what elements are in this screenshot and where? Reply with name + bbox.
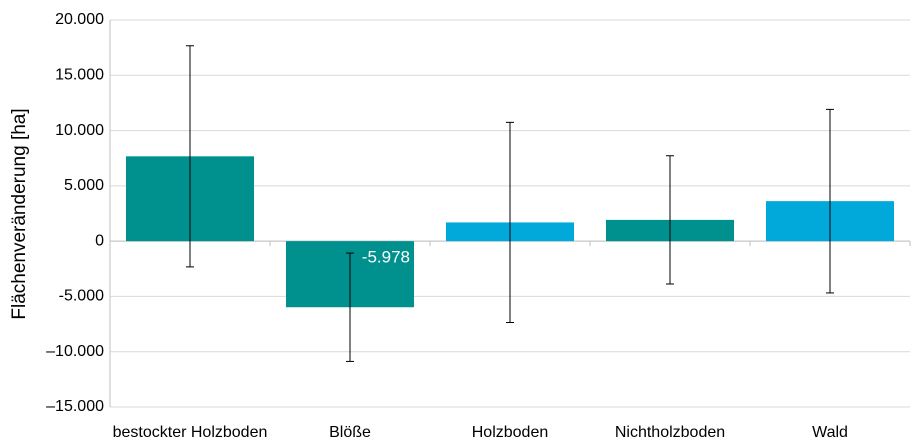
y-tick-label: -5.000 (59, 288, 104, 305)
x-tick-label: Nichtholzboden (615, 424, 725, 441)
y-axis-label: Flächenveränderung [ha] (9, 108, 30, 319)
value-label: 7.671 (207, 248, 250, 267)
y-tick-label: 10.000 (55, 122, 104, 139)
y-tick-label: 15.000 (55, 67, 104, 84)
value-label: 1.693 (527, 248, 570, 267)
x-tick-label: Wald (812, 424, 848, 441)
value-label: 1.923 (687, 248, 730, 267)
y-tick-label: –15.000 (46, 398, 104, 415)
x-tick-label: Holzboden (472, 424, 549, 441)
y-tick-label: 20.000 (55, 11, 104, 28)
y-tick-label: 0 (95, 232, 104, 249)
value-label: -5.978 (362, 248, 410, 267)
y-tick-label: –10.000 (46, 343, 104, 360)
x-tick-label: bestockter Holzboden (113, 424, 268, 441)
value-label: 3.616 (847, 248, 890, 267)
y-tick-label: 5.000 (64, 177, 104, 194)
x-tick-label: Blöße (329, 424, 371, 441)
